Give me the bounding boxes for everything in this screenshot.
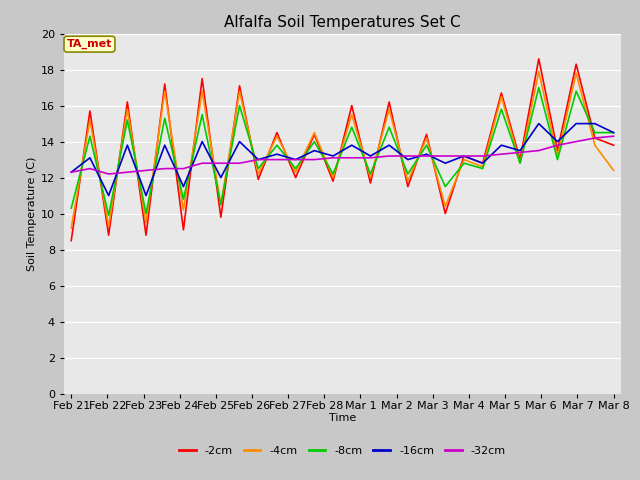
X-axis label: Time: Time [329, 413, 356, 423]
Legend: -2cm, -4cm, -8cm, -16cm, -32cm: -2cm, -4cm, -8cm, -16cm, -32cm [175, 441, 510, 460]
Text: TA_met: TA_met [67, 39, 112, 49]
Y-axis label: Soil Temperature (C): Soil Temperature (C) [27, 156, 36, 271]
Title: Alfalfa Soil Temperatures Set C: Alfalfa Soil Temperatures Set C [224, 15, 461, 30]
